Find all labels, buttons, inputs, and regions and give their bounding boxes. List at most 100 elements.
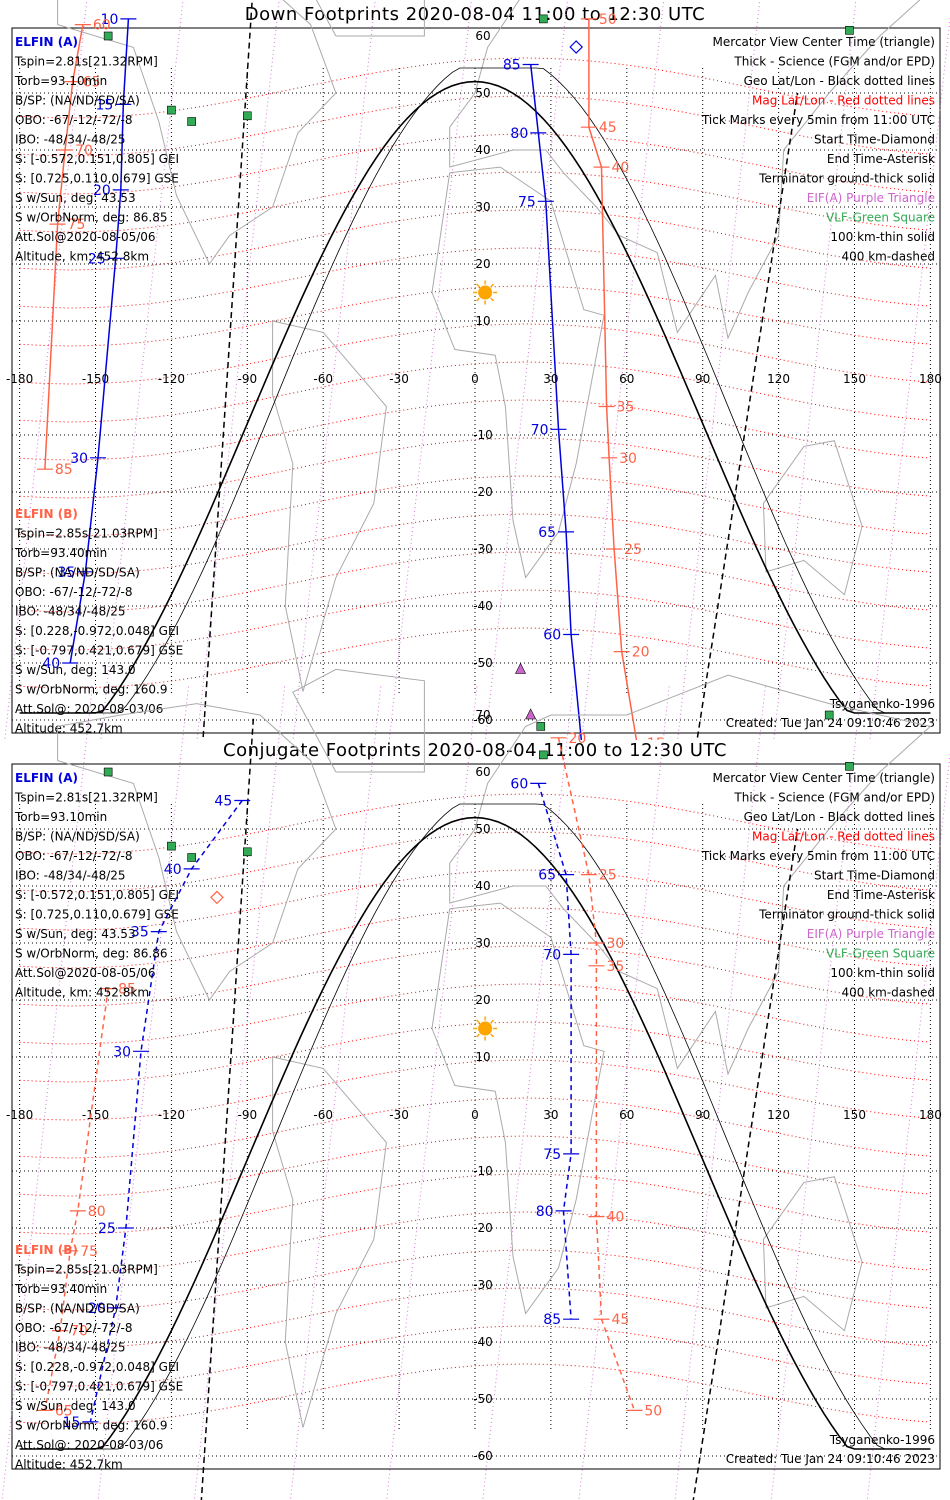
sun-icon: [478, 285, 493, 300]
lon-axis-label: -180: [6, 372, 33, 386]
mag-lon-line: [869, 14, 950, 740]
mag-lat-line: [19, 133, 931, 195]
legend-entry: Terminator ground-thick solid: [758, 908, 935, 922]
elfin-b-header: ELFIN (B): [15, 1243, 78, 1257]
elfin-a-info-line: Altitude, km: 452.8km: [15, 250, 149, 264]
mag-lon-line: [482, 686, 574, 1500]
legend-entry: Mercator View Center Time (triangle): [713, 771, 935, 785]
elfin-a-tick-label: 65: [538, 868, 556, 884]
mag-lon-line: [677, 0, 761, 740]
elfin-b-tick-label: 65: [55, 1403, 73, 1419]
lat-axis-label: 60: [475, 29, 490, 43]
elfin-a-info-line: S: [-0.572,0.151,0.805] GEI: [15, 888, 179, 902]
lon-axis-label: 150: [843, 372, 866, 386]
elfin-a-info-line: S: [0.725,0.110,0.679] GSE: [15, 172, 179, 186]
legend-entry: Terminator ground-thick solid: [758, 172, 935, 186]
elfin-a-info-line: Att.Sol@2020-08-05/06: [15, 966, 156, 980]
mag-lon-line: [193, 686, 286, 1500]
mag-lon-line: [97, 686, 189, 1500]
elfin-a-header: ELFIN (A): [15, 35, 78, 49]
elfin-a-info-line: S: [0.725,0.110,0.679] GSE: [15, 908, 179, 922]
lat-axis-label: 30: [475, 936, 490, 950]
elfin-a-info-line: S w/OrbNorm, deg: 86.85: [15, 211, 167, 225]
lon-axis-label: -180: [6, 1108, 33, 1122]
created-timestamp: Created: Tue Jan 24 09:10:46 2023: [726, 716, 935, 730]
lat-axis-label: 30: [475, 200, 490, 214]
panel-title-down: Down Footprints 2020-08-04 11:00 to 12:3…: [244, 4, 706, 25]
elfin-a-tick-label: 65: [538, 525, 556, 541]
mag-lat-line: [19, 1135, 931, 1197]
mag-lat-line: [19, 1363, 931, 1425]
vlf-square: [243, 847, 252, 857]
created-timestamp: Created: Tue Jan 24 09:10:46 2023: [726, 1452, 935, 1466]
terminator-400km-west: [200, 714, 255, 1500]
elfin-a-info-line: S: [-0.572,0.151,0.805] GEI: [15, 152, 179, 166]
mag-lat-line: [19, 1287, 931, 1349]
sun-icon: [478, 1021, 493, 1036]
elfin-b-tick-label: 60: [93, 18, 111, 34]
legend-entry: 400 km-dashed: [841, 250, 935, 264]
elfin-b-tick-label: 45: [599, 120, 617, 136]
elfin-a-tick-label: 10: [101, 12, 119, 28]
lon-axis-label: -30: [389, 1108, 409, 1122]
continent-outline: [57, 703, 337, 1001]
elfin-a-info-line: S w/Sun, deg: 43.53: [15, 927, 136, 941]
vlf-square: [539, 14, 548, 24]
lat-axis-label: -40: [473, 599, 493, 613]
legend-entry: Start Time-Diamond: [814, 869, 935, 883]
terminator-100km-line: [19, 67, 931, 714]
elfin-b-track-east: [588, 18, 638, 740]
mag-lat-line: [19, 627, 931, 689]
down-footprints-map: -180 -150 -120 -90 -60 -30 0 30 60 90 120 150 180 70 6…: [4, 0, 950, 740]
elfin-a-tick-label: 80: [536, 1204, 554, 1220]
legend-entry: Tick Marks every 5min from 11:00 UTC: [701, 113, 935, 127]
elfin-a-tick-label: 15: [63, 1415, 81, 1431]
legend-entry: EIF(A) Purple Triangle: [807, 927, 935, 941]
sun-ray: [476, 1019, 480, 1024]
continent-outline: [315, 0, 425, 37]
legend-entry: End Time-Asterisk: [827, 888, 935, 902]
lon-axis-label: 30: [543, 372, 558, 386]
legend-entry: VLF-Green Square: [826, 947, 935, 961]
elfin-b-info-line: Att.Sol@: 2020-08-03/06: [15, 1438, 163, 1452]
terminator-ground-line: [19, 80, 931, 714]
mag-lon-line: [196, 0, 280, 740]
lat-axis-label: 50: [475, 822, 490, 836]
elfin-b-tick-label: 85: [118, 982, 136, 998]
mag-lon-line: [581, 0, 665, 740]
lon-axis-label: 0: [471, 1108, 479, 1122]
lon-axis-label: 150: [843, 1108, 866, 1122]
elfin-a-info-line: Torb=93.10min: [14, 810, 107, 824]
map-frame: [11, 763, 941, 1470]
sun-ray: [490, 283, 495, 288]
mag-lon-line: [289, 686, 382, 1500]
vlf-square: [243, 111, 252, 121]
lon-axis-label: -150: [82, 1108, 109, 1122]
elfin-b-tick-label: 65: [83, 75, 101, 91]
mag-lat-line: [19, 285, 931, 347]
lat-axis-label: -20: [473, 1221, 493, 1235]
vlf-square: [187, 117, 196, 126]
elfin-a-tick-label: 80: [510, 126, 528, 142]
elfin-b-info-line: OBO: -67/-12/-72/-8: [15, 585, 132, 599]
mag-lat-line: [19, 907, 931, 969]
elfin-b-tick-label: 45: [612, 1312, 630, 1328]
elfin-a-info-line: IBO: -48/34/-48/25: [15, 869, 126, 883]
lon-axis-label: 60: [619, 372, 634, 386]
lon-axis-label: 180: [919, 372, 942, 386]
elfin-b-info-line: Torb=93.40min: [14, 1282, 107, 1296]
elfin-b-info-line: IBO: -48/34/-48/25: [15, 1341, 126, 1355]
elfin-b-tick-label: 70: [75, 143, 93, 159]
elfin-a-tick-label: 20: [88, 1301, 106, 1317]
elfin-b-tick-label: 75: [68, 217, 86, 233]
elfin-b-info-line: Torb=93.40min: [14, 546, 107, 560]
lat-axis-label: -60: [473, 713, 493, 727]
elfin-b-info-line: S w/OrbNorm, deg: 160.9: [15, 683, 167, 697]
mag-lat-line: [19, 247, 931, 309]
elfin-b-tick-label: 15: [647, 736, 665, 740]
elfin-b-tick-label: 50: [599, 12, 617, 28]
elfin-b-info-line: S: [-0.797,0.421,0.679] GSE: [15, 644, 183, 658]
legend-entry: 400 km-dashed: [841, 986, 935, 1000]
lon-axis-label: 180: [919, 1108, 942, 1122]
elfin-b-info-line: IBO: -48/34/-48/25: [15, 605, 126, 619]
